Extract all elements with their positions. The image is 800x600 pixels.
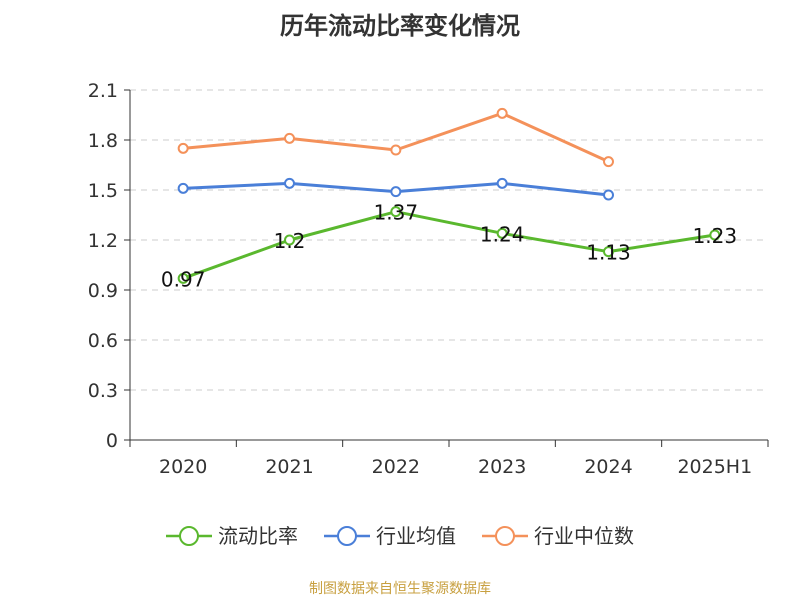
x-tick-label: 2024: [584, 456, 632, 478]
y-tick-label: 0.3: [88, 380, 118, 402]
y-tick-label: 1.8: [88, 130, 118, 152]
chart-title: 历年流动比率变化情况: [280, 12, 520, 40]
data-label: 1.37: [374, 201, 419, 225]
x-tick-label: 2021: [265, 456, 313, 478]
data-label: 1.23: [693, 224, 738, 248]
data-label: 1.13: [586, 241, 631, 265]
data-point: [496, 177, 508, 189]
series-line: [182, 210, 716, 280]
data-point: [603, 156, 614, 168]
data-point: [390, 186, 402, 198]
legend-label: 行业均值: [376, 524, 456, 548]
legend-marker-icon: [324, 526, 370, 546]
data-point: [496, 227, 508, 239]
x-tick-label: 2025H1: [677, 456, 752, 478]
data-label: 1.2: [274, 229, 306, 253]
source-note: 制图数据来自恒生聚源数据库: [309, 581, 491, 597]
data-point: [709, 229, 721, 241]
legend-item[interactable]: 行业均值: [324, 518, 456, 554]
x-tick-label: 2023: [478, 456, 526, 478]
y-tick-label: 0: [106, 430, 118, 452]
data-point: [284, 132, 295, 144]
data-point: [603, 189, 614, 201]
y-tick-label: 2.1: [88, 80, 118, 102]
y-tick-label: 0.6: [88, 330, 118, 352]
data-point: [496, 107, 508, 119]
data-point: [177, 142, 189, 154]
legend-label: 行业中位数: [534, 524, 634, 548]
legend-item[interactable]: 行业中位数: [482, 518, 634, 554]
data-label: 1.24: [480, 222, 525, 246]
y-tick-label: 1.2: [88, 230, 118, 252]
legend-label: 流动比率: [218, 524, 298, 548]
x-tick-label: 2022: [372, 456, 420, 478]
data-point: [177, 182, 189, 194]
legend-marker-icon: [482, 526, 528, 546]
data-label: 0.97: [161, 267, 206, 291]
data-point: [603, 246, 614, 258]
legend-marker-icon: [166, 526, 212, 546]
x-tick-label: 2020: [159, 456, 207, 478]
data-point: [390, 144, 402, 156]
data-point: [284, 177, 295, 189]
data-point: [177, 272, 189, 284]
legend: 流动比率 行业均值 行业中位数: [0, 518, 800, 554]
y-tick-label: 0.9: [88, 280, 118, 302]
y-tick-label: 1.5: [88, 180, 118, 202]
data-point: [390, 206, 402, 218]
data-point: [284, 234, 295, 246]
legend-item[interactable]: 流动比率: [166, 518, 298, 554]
